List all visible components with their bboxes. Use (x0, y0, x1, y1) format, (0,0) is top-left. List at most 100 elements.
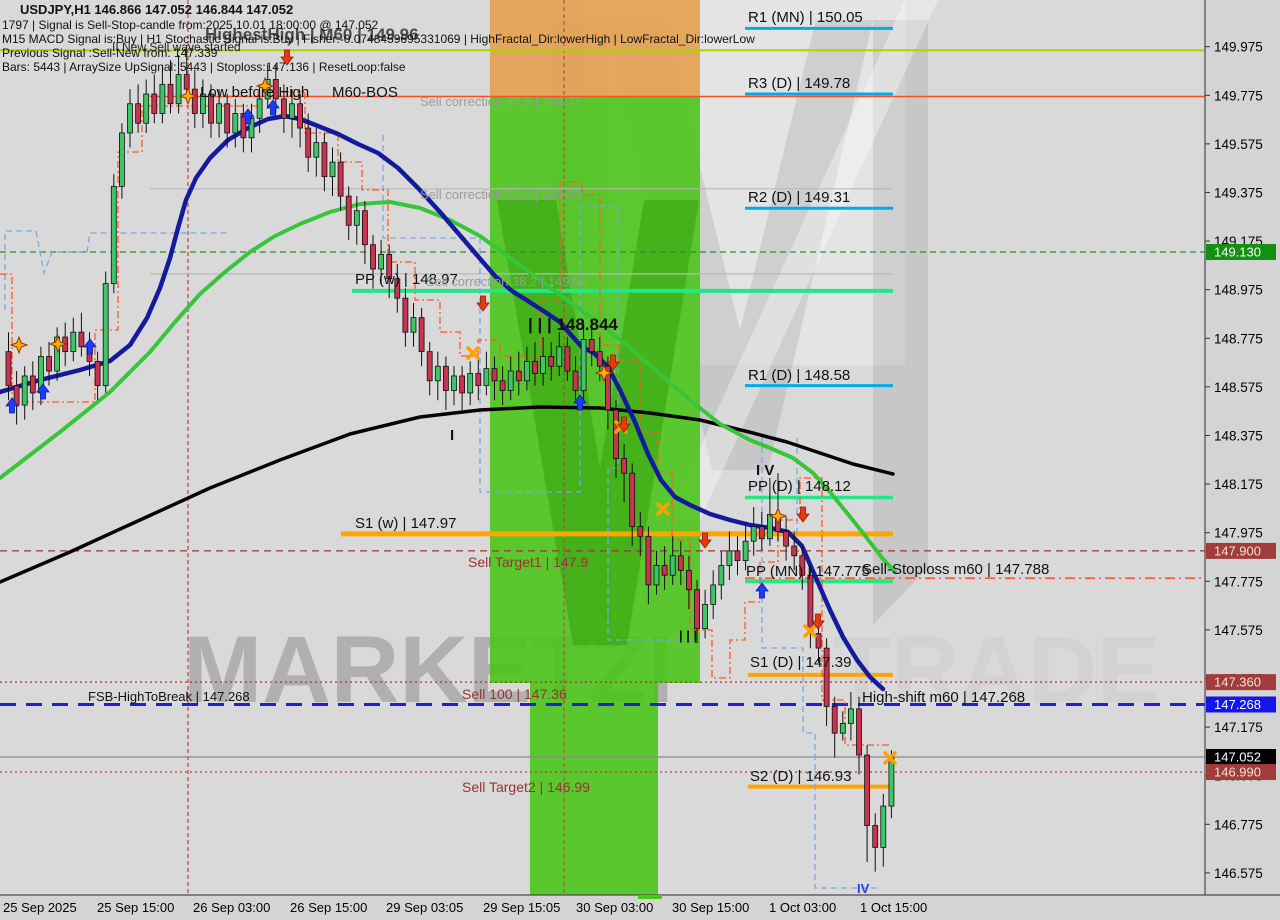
candle-bearish (686, 569, 692, 591)
logo-diagonal-streak (667, 0, 938, 520)
candle-bearish (272, 79, 279, 100)
price-badge-146.990 (1206, 764, 1276, 781)
sell-arrow-down-icon (698, 532, 712, 549)
time-tick-label: 25 Sep 15:00 (97, 900, 174, 915)
time-tick-label: 26 Sep 15:00 (290, 900, 367, 915)
sell-arrow-down-icon (796, 506, 810, 523)
time-axis[interactable]: 25 Sep 2025 25 Sep 15:00 26 Sep 03:00 26 Se… (0, 894, 1280, 920)
annotation-label: Low before High (200, 84, 309, 101)
price-badge-147.052 (1206, 748, 1276, 765)
price-badge-147.360 (1206, 674, 1276, 691)
annotation-label: Sell Target2 | 146.99 (462, 779, 590, 795)
ma-navy (0, 113, 886, 692)
annotation-label: R1 (D) | 148.58 (748, 367, 850, 384)
time-tick-label: 30 Sep 15:00 (672, 900, 749, 915)
candle-bullish (718, 565, 725, 586)
candle-bearish (588, 339, 595, 353)
candle-bearish (734, 550, 741, 562)
candle-bearish (418, 317, 425, 353)
ma-green (0, 200, 897, 574)
star-marker (255, 76, 275, 96)
price-tick-label: 148.775 (1214, 331, 1263, 346)
candle-bearish (305, 127, 312, 158)
candle-bearish (491, 368, 498, 382)
candle-bearish (499, 380, 506, 391)
candle-bearish (856, 708, 862, 756)
candle-bearish (151, 93, 158, 114)
info-line-3: M15 MACD Signal is:Buy | H1 Stochastic S… (2, 32, 755, 46)
annotation-label: | | | (679, 628, 697, 643)
annotation-label: S2 (D) | 146.93 (750, 768, 851, 785)
candle-bearish (677, 555, 684, 571)
price-tick-label: 147.575 (1214, 623, 1263, 638)
orange-envelope-right (304, 92, 890, 746)
axis-green-strip (638, 895, 662, 899)
candle-bearish (596, 351, 603, 367)
time-tick-label: 29 Sep 03:05 (386, 900, 463, 915)
x-cross-marker (466, 346, 480, 360)
candle-bullish (726, 550, 733, 566)
price-tick-label: 149.975 (1214, 40, 1263, 55)
candle-bullish (119, 132, 125, 187)
annotation-label: S1 (w) | 147.97 (355, 515, 456, 532)
price-tick-label: 147.175 (1214, 720, 1263, 735)
price-badge-149.130 (1206, 244, 1276, 260)
candle-bearish (78, 331, 85, 348)
x-cross-marker (883, 751, 897, 765)
candle-bearish (46, 356, 52, 372)
candle-bullish (102, 283, 109, 387)
star-marker (768, 506, 788, 526)
candle-bearish (135, 103, 142, 124)
price-tick-label: 146.775 (1214, 817, 1263, 832)
annotation-label: Sell correction 87.5 | 149.77 (420, 94, 582, 109)
candle-bearish (613, 409, 619, 459)
annotation-label: Sell 100 | 147.36 (462, 686, 567, 702)
time-tick-label: 29 Sep 15:05 (483, 900, 560, 915)
signal-markers (5, 49, 897, 765)
candle-bullish (159, 83, 166, 114)
price-tick-label: 148.575 (1214, 380, 1263, 395)
info-line-1: USDJPY,H1 146.866 147.052 146.844 147.05… (20, 2, 293, 17)
candle-bearish (548, 356, 555, 367)
candle-bearish (532, 360, 538, 374)
candle-bearish (224, 103, 231, 134)
candle-bullish (110, 185, 117, 284)
annotation-label: Sell correction 38.2 | 149.04 (426, 274, 588, 289)
annotation-label: PP (w) | 148.97 (355, 271, 458, 288)
candle-bullish (742, 540, 749, 562)
info-line-5: Bars: 5443 | ArraySize UpSignal: 5443 | … (2, 60, 406, 74)
watermark-brand-right: TRADE (833, 617, 1160, 723)
candle-bullish (653, 565, 660, 586)
candle-bearish (442, 365, 449, 391)
sell-arrow-down-icon (606, 354, 620, 371)
star-marker (9, 335, 29, 355)
candle-bullish (353, 210, 360, 226)
annotation-label: R3 (D) | 149.78 (748, 75, 850, 92)
time-tick-label: 25 Sep 2025 (3, 900, 77, 915)
annotation-label: Sell correction 61.8 | 149.39 (420, 187, 582, 202)
candle-bullish (143, 93, 150, 124)
info-line-2: 1797 | Signal is Sell-Stop-candle from:2… (2, 18, 379, 32)
level-lines (0, 26, 1205, 789)
x-cross-marker (656, 502, 670, 516)
candle-bullish (21, 375, 28, 406)
annotation-label: HighestHigh | M60 | 149.96 (205, 25, 419, 44)
candle-bullish (70, 331, 77, 353)
candle-bullish (256, 98, 263, 119)
price-tick-label: 149.775 (1214, 88, 1263, 103)
candle-bullish (880, 805, 887, 848)
annotation-label: M60-BOS (332, 84, 398, 101)
sell-arrow-down-icon (476, 295, 490, 312)
annotation-label: S1 (D) | 147.39 (750, 654, 851, 671)
x-cross-marker (803, 624, 817, 638)
price-axis[interactable]: 149.975149.775149.575149.375149.175148.9… (1204, 0, 1280, 920)
candle-bearish (459, 375, 466, 394)
candle-bearish (872, 825, 879, 848)
time-axis-bg[interactable] (0, 895, 1280, 920)
annotation-label: | | | 148.844 (528, 315, 618, 334)
sell-arrow-down-icon (280, 49, 294, 66)
candle-bearish (361, 210, 368, 246)
candle-bearish (280, 98, 287, 119)
